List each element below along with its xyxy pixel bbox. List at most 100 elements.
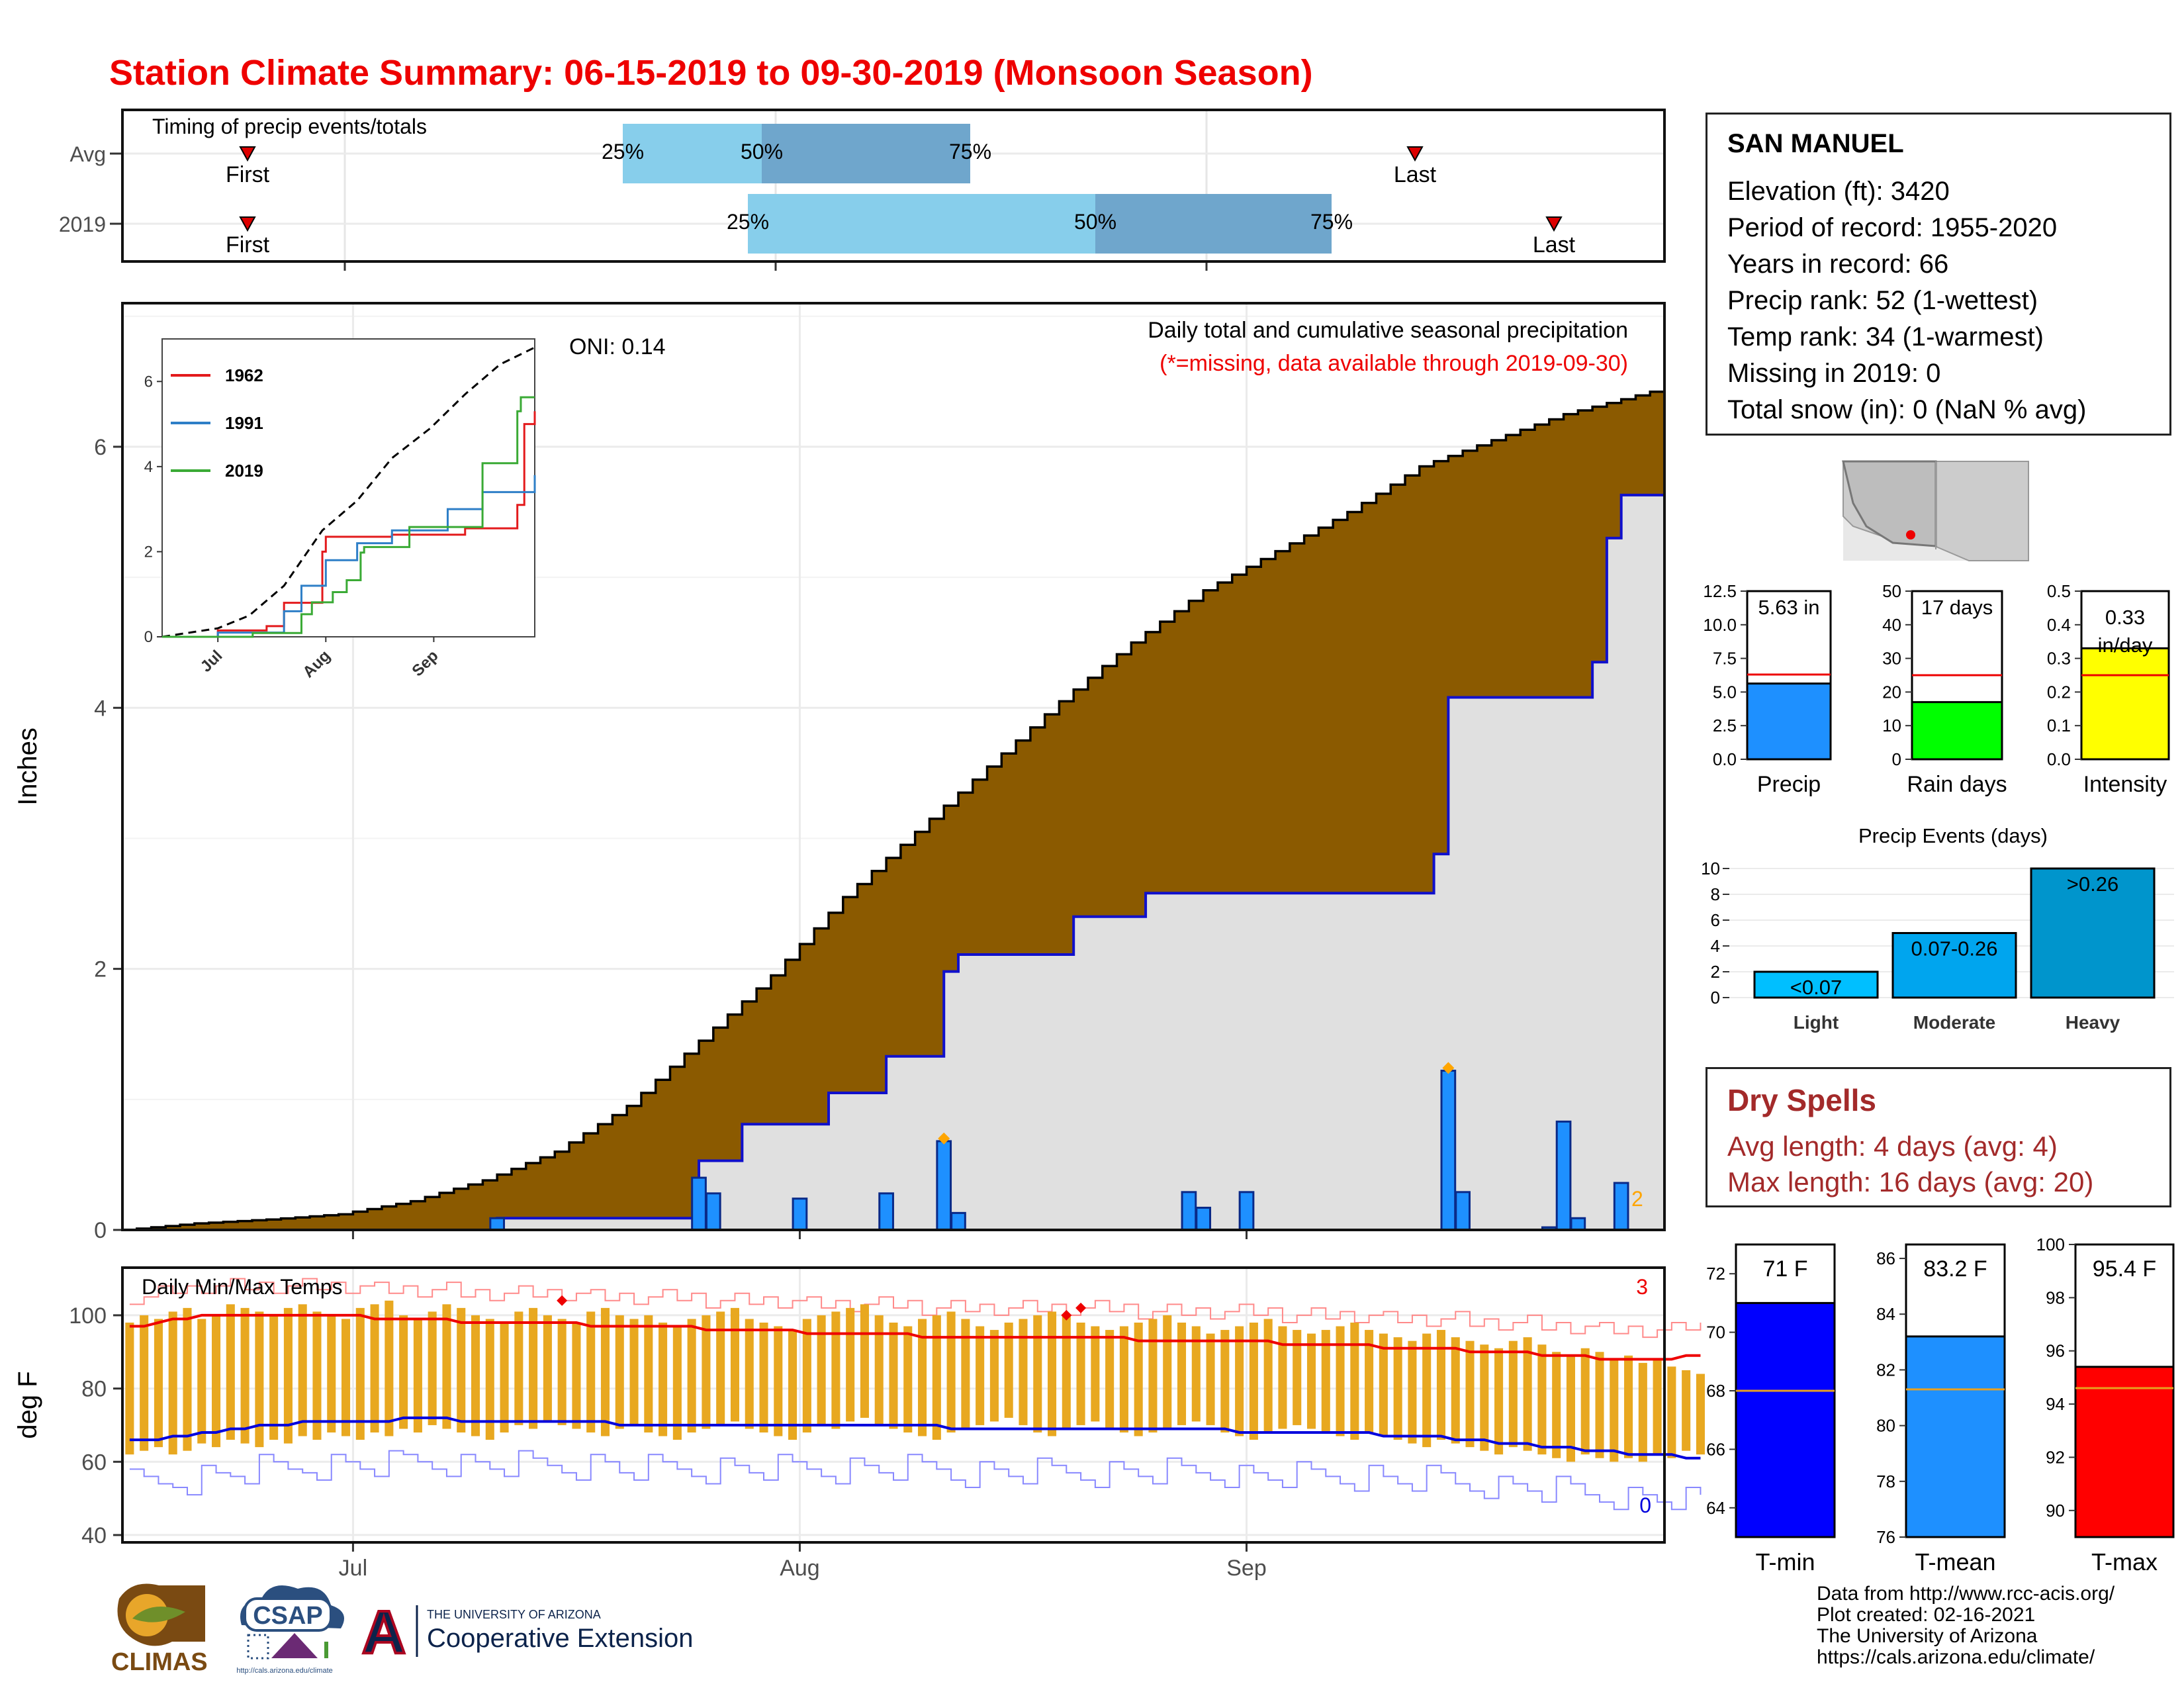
- daily-temp-range-bar: [932, 1315, 941, 1440]
- precip-events-y-tick-label: 6: [1711, 910, 1720, 930]
- daily-temp-range-bar: [1682, 1370, 1691, 1451]
- summary-bar-y-tick-label: 2.5: [1713, 716, 1737, 735]
- cumulative-average-line: [122, 388, 1666, 1231]
- timing-panel-border: [121, 109, 1666, 263]
- daily-temp-range-bar: [385, 1300, 394, 1436]
- oni-value: ONI: 0.14: [569, 334, 666, 359]
- daily-temp-range-bar: [730, 1307, 739, 1422]
- temperature-chart-label: Daily Min/Max Temps: [142, 1275, 342, 1299]
- temp-bar-category-label: T-min: [1756, 1548, 1815, 1575]
- inset-average-line: [161, 346, 535, 638]
- footer-plot-created: Plot created: 02-16-2021: [1817, 1604, 2036, 1626]
- daily-temp-range-bar: [1393, 1337, 1402, 1440]
- temp-bar-y-tick-label: 94: [2046, 1394, 2065, 1414]
- temp-bar-y-tick-label: 86: [1876, 1248, 1895, 1268]
- summary-bar-y-tick-label: 0.5: [2047, 581, 2071, 601]
- last-event-marker-icon: [1545, 216, 1563, 232]
- temp-bar-y-tick-label: 66: [1706, 1439, 1725, 1459]
- csap-rain-icon: [247, 1634, 269, 1660]
- timing-box-q25-q50: [623, 124, 762, 183]
- precip-events-y-tick-label: 8: [1711, 884, 1720, 904]
- locator-map: [1842, 460, 2029, 561]
- footer-url: https://cals.arizona.edu/climate/: [1817, 1646, 2095, 1668]
- daily-temp-range-bar: [702, 1315, 711, 1429]
- daily-temp-range-bar: [557, 1319, 567, 1425]
- temperature-chart-border: [121, 1266, 1666, 1544]
- summary-bar-y-tick-label: 0.1: [2047, 716, 2071, 735]
- temp-bar-y-tick-label: 68: [1706, 1381, 1725, 1401]
- daily-temp-range-bar: [1408, 1340, 1417, 1444]
- daily-precip-bar: [878, 1192, 894, 1231]
- daily-temp-range-bar: [659, 1323, 668, 1436]
- temp-bar-y-tick-label: 78: [1876, 1472, 1895, 1491]
- climas-leaf-icon: [132, 1607, 185, 1622]
- daily-temp-range-bar: [154, 1319, 163, 1448]
- timing-box-q50-q75: [1095, 194, 1332, 254]
- temperature-x-tick-label: Sep: [1226, 1556, 1267, 1581]
- daily-precip-bar: [950, 1211, 966, 1231]
- timing-q50-label: 50%: [1074, 210, 1116, 234]
- daily-temp-range-bar: [471, 1315, 480, 1436]
- precip-events-bar-label: >0.26: [2067, 872, 2118, 896]
- precip-y-axis-label: Inches: [13, 727, 42, 806]
- summary-bar-y-tick-label: 20: [1882, 682, 1901, 702]
- daily-temp-range-bar: [212, 1315, 221, 1448]
- daily-temp-range-bar: [831, 1311, 841, 1429]
- last-event-label: Last: [1533, 232, 1576, 258]
- summary-bar-value-label: 17 days: [1921, 596, 1993, 619]
- daily-temp-range-bar: [1048, 1311, 1057, 1436]
- timing-q75-label: 75%: [949, 140, 991, 164]
- precip-y-tick-label: 6: [94, 435, 107, 460]
- daily-temp-range-bar: [961, 1319, 970, 1429]
- daily-temp-range-bar: [1278, 1326, 1287, 1429]
- daily-temp-range-bar: [759, 1323, 768, 1432]
- precip-y-tick-label: 4: [94, 696, 107, 721]
- summary-bar-y-tick-label: 30: [1882, 649, 1901, 669]
- precip-events-bar-label: <0.07: [1790, 976, 1842, 999]
- daily-temp-range-bar: [1191, 1326, 1201, 1422]
- daily-temp-range-bar: [1019, 1319, 1028, 1425]
- daily-temp-range-bar: [1580, 1348, 1590, 1455]
- daily-temp-range-bar: [1336, 1326, 1345, 1436]
- daily-temp-range-bar: [629, 1319, 639, 1425]
- daily-temp-range-bar: [918, 1319, 927, 1436]
- cumulative-observed-area: [122, 494, 1664, 1230]
- daily-temp-range-bar: [283, 1307, 293, 1444]
- station-precip-rank: Precip rank: 52 (1-wettest): [1727, 286, 2038, 315]
- daily-temp-range-bar: [1566, 1355, 1575, 1462]
- csap-wordmark: CSAP: [253, 1602, 323, 1630]
- daily-temp-range-bar: [846, 1307, 855, 1422]
- temp-bar-y-tick-label: 80: [1876, 1416, 1895, 1436]
- daily-temp-range-bar: [240, 1307, 250, 1444]
- summary-bar-category-label: Precip: [1757, 772, 1821, 797]
- missing-days-count: 2: [1631, 1187, 1643, 1211]
- precip-chart: 0 2 4 6 Inches Daily total and cumulative sea…: [13, 302, 1666, 1243]
- daily-record-marker-icon: [1442, 1062, 1455, 1074]
- csap-mountain-icon: [271, 1633, 318, 1658]
- daily-temp-range-bar: [543, 1315, 552, 1422]
- daily-temp-range-bar: [1638, 1362, 1647, 1462]
- daily-precip-bar: [1555, 1120, 1572, 1231]
- university-of-arizona-logo: A THE UNIVERSITY OF ARIZONA Cooperative …: [361, 1597, 694, 1667]
- precip-missing-note: (*=missing, data available through 2019-…: [1160, 351, 1628, 376]
- timing-row-label: 2019: [59, 212, 106, 236]
- daily-temp-range-bar: [1624, 1355, 1633, 1458]
- daily-precip-bar: [792, 1197, 808, 1231]
- daily-temp-range-bar: [183, 1307, 192, 1451]
- daily-temp-range-bar: [1436, 1330, 1446, 1440]
- ua-university-name: THE UNIVERSITY OF ARIZONA: [427, 1608, 601, 1621]
- average-max-temp-line: [129, 1313, 1701, 1361]
- daily-temp-range-bar: [500, 1323, 509, 1432]
- temp-bar-y-tick-label: 76: [1876, 1527, 1895, 1547]
- daily-temp-range-bar: [1033, 1315, 1042, 1432]
- timing-panel-label: Timing of precip events/totals: [152, 115, 427, 138]
- daily-temp-range-bar: [1062, 1315, 1071, 1429]
- daily-temp-range-bar: [355, 1307, 365, 1440]
- precip-y-tick-label: 0: [94, 1218, 107, 1243]
- daily-temp-range-bar: [976, 1326, 985, 1425]
- precip-chart-border: [121, 302, 1666, 1231]
- daily-precip-bar: [1181, 1191, 1197, 1231]
- daily-temp-range-bar: [1696, 1374, 1705, 1455]
- daily-precip-bar: [1570, 1217, 1586, 1231]
